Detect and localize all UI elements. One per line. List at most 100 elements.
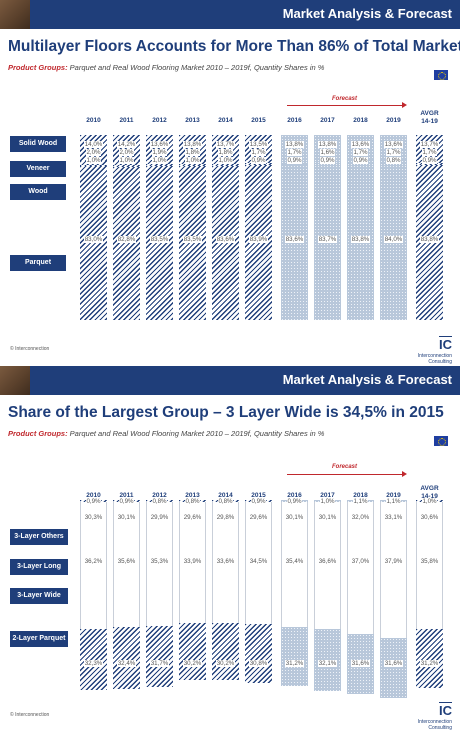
bar-column: 14,0% 2,0% 1,0% 83,0% [80,135,107,320]
data-label: 83,7% [318,236,337,243]
data-label: 1,7% [385,149,402,156]
data-label: 0,9% [286,157,303,164]
data-label: 0,9% [352,157,369,164]
data-label: 30,1% [117,514,136,521]
bar-segment [113,166,140,320]
bar-segment [380,163,407,165]
bar-segment [416,501,443,561]
legend-3-layer-others: 3-Layer Others [10,529,68,545]
forecast-arrow [287,102,407,108]
ic-logo: IC Interconnection Consulting [417,336,452,365]
data-label: 83,6% [285,236,304,243]
bar-segment [347,163,374,165]
bar-segment [80,164,107,167]
data-label: 30,8% [249,660,268,667]
legend-wood: Wood [10,184,66,200]
bar-column: 13,7% 1,7% 0,9% 83,8% [416,135,443,321]
bar-segment [212,163,239,166]
data-label: 2,0% [118,149,135,156]
data-label: 0,8% [217,498,234,505]
year-label: 2013 [185,117,200,124]
legend-3-layer-wide: 3-Layer Wide [10,588,68,604]
data-label: 1,0% [85,157,102,164]
bar-segment [380,637,407,699]
data-label: 32,0% [351,514,370,521]
bar-segment [80,501,107,560]
bar-segment [179,558,206,623]
bar-segment [113,164,140,167]
slide-subtitle: Product Groups: Parquet and Real Wood Fl… [8,63,324,72]
data-label: 83,8% [420,236,439,243]
data-label: 1,6% [319,149,336,156]
data-label: 30,1% [318,514,337,521]
bar-segment [416,163,443,166]
bar-column: 13,6% 1,7% 0,8% 84,0% [380,135,407,321]
copyright: © Interconnection [10,712,50,718]
data-label: 13,8% [285,141,304,148]
bar-segment [314,163,341,166]
data-label: 31,7% [150,660,169,667]
bar-segment [281,559,308,627]
ic-logo: IC Interconnection Consulting [417,702,452,731]
data-label: 0,9% [286,498,303,505]
year-label: AVGR 14-19 [420,485,439,500]
bar-segment [179,501,206,559]
year-label: 2011 [119,117,134,124]
data-label: 0,8% [184,498,201,505]
legend-2-layer-parquet: 2-Layer Parquet [10,631,68,647]
year-label: AVGR 14-19 [420,110,439,125]
data-label: 1,7% [250,149,267,156]
slide-1: Market Analysis & Forecast Multilayer Fl… [0,0,460,366]
legend-solid-wood: Solid Wood [10,136,66,152]
data-label: 34,5% [249,558,268,565]
data-label: 29,6% [249,514,268,521]
year-label: 2015 [251,117,266,124]
data-label: 30,2% [183,660,202,667]
data-label: 35,8% [420,558,439,565]
bar-segment [245,624,272,683]
year-label: 2014 [218,492,233,499]
data-label: 33,1% [384,514,403,521]
data-label: 1,7% [352,149,369,156]
year-label: 2010 [86,117,101,124]
data-label: 30,2% [216,660,235,667]
data-label: 29,9% [150,514,169,521]
year-label: 2019 [386,492,401,499]
year-label: 2018 [353,492,368,499]
year-label: 2017 [320,117,335,124]
bar-column: 0,9% 30,1% 35,4% 31,2% [281,498,308,691]
bar-segment [416,560,443,629]
data-label: 83,0% [84,236,103,243]
data-label: 36,6% [318,558,337,565]
year-label: 2015 [251,492,266,499]
bar-column: 13,8% 1,6% 0,9% 83,7% [314,135,341,320]
data-label: 1,7% [421,149,438,156]
data-label: 83,9% [249,236,268,243]
bar-segment [347,502,374,564]
data-label: 1,1% [385,498,402,505]
data-label: 30,3% [84,514,103,521]
data-label: 13,6% [384,141,403,148]
forecast-label: Forecast [332,96,358,102]
bar-column: 13,7% 1,8% 1,0% 83,6% [212,135,239,321]
year-label: 2016 [287,492,302,499]
data-label: 0,8% [385,157,402,164]
year-label: 2013 [185,492,200,499]
data-label: 31,2% [285,660,304,667]
data-label: 84,0% [384,236,403,243]
bar-column: 0,9% 29,6% 34,5% 30,8% [245,498,272,691]
data-label: 14,2% [117,141,136,148]
data-label: 33,9% [183,558,202,565]
bar-segment [314,559,341,630]
subtitle-text: Parquet and Real Wood Flooring Market 20… [67,429,325,438]
subtitle-label: Product Groups: [8,63,68,72]
bar-segment [113,627,140,690]
eu-flag-icon [434,436,448,446]
data-label: 1,0% [421,498,438,505]
bar-segment [113,501,140,560]
data-label: 1,7% [286,149,303,156]
bar-column: 0,9% 30,3% 36,2% 32,3% [80,498,107,691]
data-label: 0,9% [250,157,267,164]
bar-segment [146,558,173,627]
bar-column: 13,5% 1,7% 0,9% 83,9% [245,135,272,320]
